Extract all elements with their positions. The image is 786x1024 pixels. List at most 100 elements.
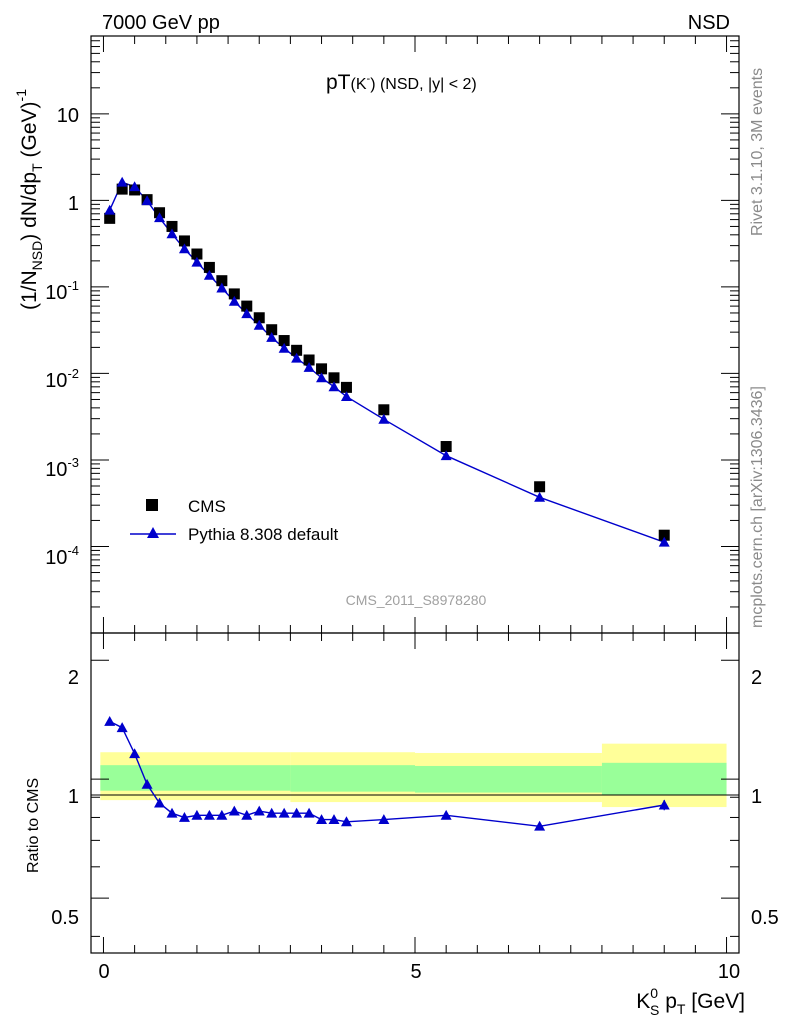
cms-data-point [203, 261, 215, 273]
header-process: NSD [688, 12, 730, 34]
ytick-label-10: 10 [57, 105, 79, 127]
ratio-data-layer [104, 715, 670, 831]
header-energy: 7000 GeV pp [102, 12, 220, 34]
ratio-pythia-point [534, 820, 546, 831]
ratio-ytick-label-2: 2 [68, 667, 79, 689]
cms-data-point [534, 481, 546, 493]
cms-data-point [166, 220, 178, 232]
cms-data-point [340, 381, 352, 393]
legend-pythia-label: Pythia 8.308 default [188, 525, 339, 544]
ratio-band-inner [415, 765, 602, 793]
ytick-label-1e-2: 10-2 [45, 366, 79, 392]
ratio-pythia-point [253, 805, 265, 816]
pythia-data-point [129, 181, 141, 192]
mcplots-label: mcplots.cern.ch [arXiv:1306.3436] [749, 386, 766, 628]
ytick-label-1: 1 [68, 193, 79, 215]
ytick-label-1e-3: 10-3 [45, 455, 79, 481]
cms-data-point [291, 344, 303, 356]
ratio-pythia-point [291, 807, 303, 818]
pythia-data-point [316, 372, 328, 383]
cms-data-point [191, 248, 203, 260]
main-panel: 10 1 10-1 10-2 10-3 10-4 (1/NNSD) dN/dpT… [13, 35, 740, 634]
cms-data-point [658, 529, 670, 541]
pythia-data-point [141, 195, 153, 206]
cms-data-point [116, 183, 128, 195]
ytick-label-1e-1: 10-1 [45, 278, 79, 304]
ratio-pythia-point [340, 816, 352, 827]
analysis-id-label: CMS_2011_S8978280 [346, 592, 487, 608]
ratio-pythia-point [216, 809, 228, 820]
cms-data-point [328, 372, 340, 384]
pythia-data-point [104, 204, 116, 215]
ratio-band-inner [601, 762, 727, 796]
pythia-data-point [328, 381, 340, 392]
ratio-pythia-point [141, 778, 153, 789]
ratio-ytick-label-right-1: 1 [751, 786, 762, 808]
pythia-data-point [116, 176, 128, 187]
ratio-pythia-point [378, 814, 390, 825]
ratio-y-axis-label: Ratio to CMS [25, 778, 42, 873]
pythia-data-point [253, 319, 265, 330]
plot-title: pT(K-) (NSD, |y| < 2) [326, 71, 477, 94]
ratio-pythia-point [328, 814, 340, 825]
ratio-pythia-point [116, 722, 128, 733]
pythia-data-point [658, 536, 670, 547]
cms-data-point [216, 275, 228, 287]
ratio-band-inner [290, 765, 415, 792]
ratio-uncertainty-bands [100, 743, 727, 808]
ratio-pythia-point [203, 809, 215, 820]
pythia-data-point [166, 228, 178, 239]
ratio-pythia-point [658, 799, 670, 810]
main-data-layer [104, 176, 670, 547]
pythia-data-point [340, 391, 352, 401]
pythia-data-point [266, 332, 278, 342]
x-axis-label: K0 S pT [GeV] [636, 985, 745, 1018]
xtick-label-10: 10 [718, 961, 740, 983]
ratio-pythia-point [278, 807, 290, 818]
cms-data-point [253, 312, 265, 324]
pythia-data-point [228, 295, 240, 306]
ratio-pythia-point [266, 807, 278, 818]
ratio-pythia-point [303, 807, 315, 818]
pythia-data-point [534, 491, 546, 502]
ratio-pythia-point [166, 807, 178, 818]
main-y-tick-labels: 10 1 10-1 10-2 10-3 10-4 [45, 105, 79, 569]
ratio-panel: 2 1 0.5 2 1 0.5 Ratio to CMS [25, 632, 779, 954]
pythia-data-point [378, 413, 390, 424]
ratio-pythia-point [104, 715, 116, 726]
pythia-data-point [440, 450, 452, 461]
pythia-data-point [241, 308, 253, 319]
ratio-pythia-point [154, 797, 166, 808]
xtick-label-5: 5 [410, 961, 421, 983]
legend-pythia-marker [147, 527, 159, 538]
legend-cms-marker [146, 499, 158, 511]
cms-data-point [378, 404, 390, 416]
pythia-data-point [203, 269, 215, 280]
main-axis-ticks [91, 36, 739, 634]
ratio-axis-ticks [91, 633, 739, 953]
ratio-pythia-point [316, 814, 328, 825]
ratio-pythia-point [228, 805, 240, 816]
pythia-curve [109, 181, 665, 543]
ratio-ytick-label-0p5: 0.5 [51, 907, 79, 929]
cms-data-point [440, 441, 452, 453]
pythia-data-point [154, 212, 166, 223]
ratio-pythia-point [178, 811, 190, 822]
cms-data-point [303, 354, 315, 366]
ratio-band-inner [100, 765, 291, 791]
ratio-ytick-label-1: 1 [68, 786, 79, 808]
cms-data-point [266, 324, 278, 336]
pythia-data-point [291, 352, 303, 363]
legend-cms-label: CMS [188, 497, 226, 516]
main-y-axis-label: (1/NNSD) dN/dpT (GeV)-1 [13, 89, 45, 310]
cms-data-point [278, 335, 290, 347]
cms-data-point [104, 212, 116, 224]
ytick-label-1e-4: 10-4 [45, 543, 79, 569]
pythia-data-point [178, 243, 190, 254]
cms-data-point [178, 235, 190, 247]
ratio-pythia-point [440, 809, 452, 820]
pythia-data-point [303, 362, 315, 372]
ratio-ytick-label-right-2: 2 [751, 667, 762, 689]
cms-data-point [316, 363, 328, 375]
